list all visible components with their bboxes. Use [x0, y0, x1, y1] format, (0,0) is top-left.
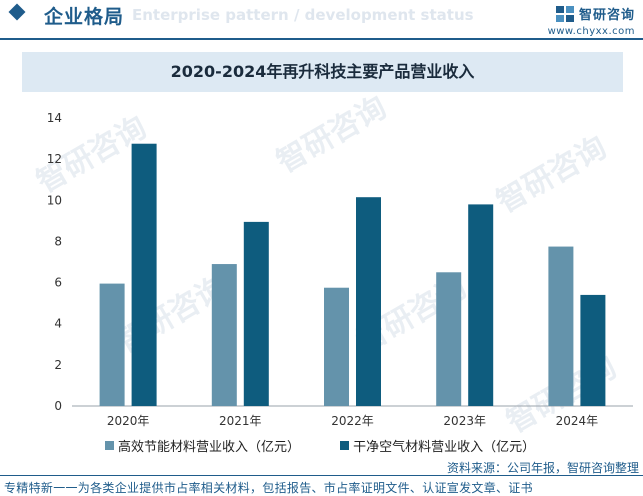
bar-series-2 [243, 221, 269, 406]
footer-tagline: 专精特新一一为各类企业提供市占率相关材料，包括报告、市占率证明文件、认证宣发文章… [4, 481, 533, 495]
legend-label-series-1: 高效节能材料营业收入（亿元） [118, 440, 301, 455]
bar-series-1 [436, 272, 462, 406]
header-rule [0, 38, 643, 40]
bar-chart: 0 2 4 6 8 10 12 14 2020年 2021年 2022年 2023年 2024年 [47, 111, 633, 428]
x-tick-label: 2024年 [556, 414, 599, 428]
bar-series-2 [580, 294, 606, 406]
y-tick-label: 0 [54, 399, 62, 413]
y-tick-label: 14 [47, 111, 62, 125]
section-diamond-icon [8, 3, 26, 21]
brand: 智研咨询 www.chyxx.com [548, 3, 635, 37]
bar-series-2 [131, 143, 157, 406]
legend-item-series-1: 高效节能材料营业收入（亿元） [105, 436, 300, 455]
x-tick-label: 2020年 [107, 414, 150, 428]
chart-title: 2020-2024年再升科技主要产品营业收入 [170, 62, 475, 81]
brand-url: www.chyxx.com [547, 26, 635, 37]
y-tick-label: 2 [54, 358, 62, 372]
brand-name: 智研咨询 [578, 8, 635, 23]
bar-series-2 [468, 204, 494, 406]
x-tick-label: 2023年 [443, 414, 486, 428]
x-tick-label: 2022年 [331, 414, 374, 428]
legend: 高效节能材料营业收入（亿元） 干净空气材料营业收入（亿元） [105, 436, 571, 455]
bar-series-1 [211, 264, 237, 406]
legend-label-series-2: 干净空气材料营业收入（亿元） [353, 440, 536, 455]
section-title: 企业格局 [44, 6, 125, 28]
bar-series-1 [324, 287, 349, 406]
y-tick-label: 4 [54, 317, 62, 331]
legend-swatch-series-2 [340, 441, 350, 450]
y-tick-label: 6 [54, 276, 62, 290]
legend-swatch-series-1 [105, 441, 114, 450]
brand-logo-icon [555, 5, 574, 22]
source-note: 资料来源：公司年报，智研咨询整理 [446, 461, 639, 475]
footer-rule [0, 475, 643, 476]
y-tick-label: 8 [54, 234, 62, 248]
bar-series-1 [99, 283, 125, 406]
header: Enterprise pattern / development status … [0, 0, 643, 40]
legend-item-series-2: 干净空气材料营业收入（亿元） [340, 436, 535, 455]
x-tick-label: 2021年 [219, 414, 262, 428]
section-subtitle: Enterprise pattern / development status [132, 6, 474, 24]
y-tick-label: 12 [47, 152, 62, 166]
bar-series-2 [356, 197, 381, 406]
chart-title-band: 2020-2024年再升科技主要产品营业收入 [22, 52, 623, 92]
bar-series-1 [548, 246, 574, 406]
y-tick-label: 10 [47, 193, 62, 207]
